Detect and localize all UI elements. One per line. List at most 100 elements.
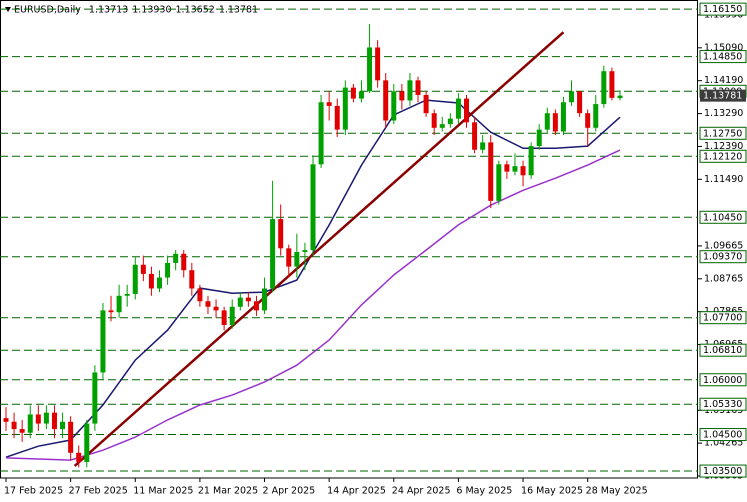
header: EURUSD,Daily (14, 5, 81, 16)
candle-body (76, 452, 82, 462)
candle-body (455, 98, 461, 119)
candle-body (593, 104, 599, 128)
x-tick-label: 21 Mar 2025 (198, 486, 258, 497)
candle-body (512, 166, 518, 172)
y-tick-label: 1.04265 (704, 438, 743, 449)
candle-body (528, 146, 534, 176)
x-tick-label: 28 May 2025 (586, 486, 648, 497)
level-label-box (699, 464, 747, 478)
candle-body (165, 262, 171, 278)
last-price-label: 1.13781 (703, 91, 742, 102)
plot-frame (0, 0, 698, 479)
candle-body (148, 273, 154, 289)
x-tick-label: 16 May 2025 (521, 486, 583, 497)
candle-body (197, 288, 203, 302)
candle-body (480, 142, 486, 150)
candle-body (60, 421, 66, 430)
candle-body (585, 113, 591, 128)
candle-body (358, 91, 364, 99)
candle-body (609, 71, 615, 98)
candle-body (375, 47, 381, 81)
level-label: 1.14850 (703, 52, 742, 63)
quote-label: 1.13713 (89, 5, 128, 16)
candle-body (140, 264, 146, 274)
candle-body (601, 71, 607, 105)
level-label-box (699, 397, 747, 411)
candle-body (245, 297, 251, 302)
candle-body (472, 122, 478, 150)
level-label-box (699, 210, 747, 224)
candle-body (51, 412, 57, 430)
candle-body (617, 95, 623, 99)
quote-label: 1.13652 (176, 5, 215, 16)
x-tick-label: 24 Apr 2025 (392, 486, 451, 497)
candle-body (181, 253, 187, 271)
level-label-box (699, 250, 747, 264)
x-tick-label: 6 May 2025 (456, 486, 512, 497)
level-label: 1.16150 (703, 4, 742, 15)
candle-body (286, 248, 292, 267)
y-tick-label: 1.14190 (704, 75, 743, 86)
candle-body (552, 113, 558, 132)
level-label-box (699, 373, 747, 387)
candle-body (3, 418, 9, 422)
candle-body (132, 264, 138, 294)
candle-body (488, 142, 494, 201)
y-tick-label: 1.13290 (704, 108, 743, 119)
candle-body (415, 80, 421, 95)
candle-body (229, 306, 235, 325)
candle-body (342, 87, 348, 130)
candle-body (189, 270, 195, 289)
candle-body (334, 105, 340, 130)
quote-label: 1.13930 (132, 5, 171, 16)
candle-body (326, 102, 332, 106)
candle-body (399, 91, 405, 101)
level-label: 1.05330 (703, 399, 742, 410)
candle-body (302, 250, 308, 252)
level-label-box (699, 50, 747, 64)
level-label-box (699, 149, 747, 163)
x-tick-label: 2 Apr 2025 (263, 486, 316, 497)
candle-body (367, 47, 373, 92)
candle-body (496, 164, 502, 201)
level-label: 1.04500 (703, 430, 742, 441)
candle-body (569, 91, 575, 103)
y-tick-label: 1.09665 (704, 240, 743, 251)
candle-body (318, 102, 324, 165)
x-tick-label: 11 Mar 2025 (133, 486, 193, 497)
candle-body (270, 219, 276, 289)
candle-body (253, 301, 259, 311)
level-label: 1.12750 (703, 128, 742, 139)
y-tick-label: 1.15090 (704, 42, 743, 53)
candle-body (43, 412, 49, 424)
level-label-box (699, 126, 747, 140)
level-label: 1.07700 (703, 313, 742, 324)
candle-body (262, 288, 268, 311)
candle-body (278, 219, 284, 249)
quote-label: 1.13781 (219, 5, 258, 16)
x-tick-label: 17 Feb 2025 (4, 486, 63, 497)
y-tick-label: 1.08765 (704, 273, 743, 284)
level-label-box (699, 311, 747, 325)
candle-body (544, 113, 550, 130)
level-label: 1.10450 (703, 212, 742, 223)
level-label: 1.12120 (703, 151, 742, 162)
last-price-box (700, 89, 746, 102)
candle-body (407, 80, 413, 101)
candle-body (116, 295, 122, 313)
candle-body (213, 306, 219, 311)
candle-body (439, 124, 445, 128)
candle-body (350, 87, 356, 99)
candle-body (536, 129, 542, 147)
y-tick-label: 1.11490 (704, 174, 743, 185)
candle-body (108, 310, 114, 313)
level-label: 1.09370 (703, 252, 742, 263)
candle-body (124, 293, 130, 296)
candle-body (294, 251, 300, 267)
level-label: 1.06000 (703, 375, 742, 386)
candle-body (35, 414, 41, 424)
candle-body (431, 113, 437, 128)
chart-title: EURUSD,Daily (14, 5, 81, 16)
candle-body (92, 372, 98, 424)
